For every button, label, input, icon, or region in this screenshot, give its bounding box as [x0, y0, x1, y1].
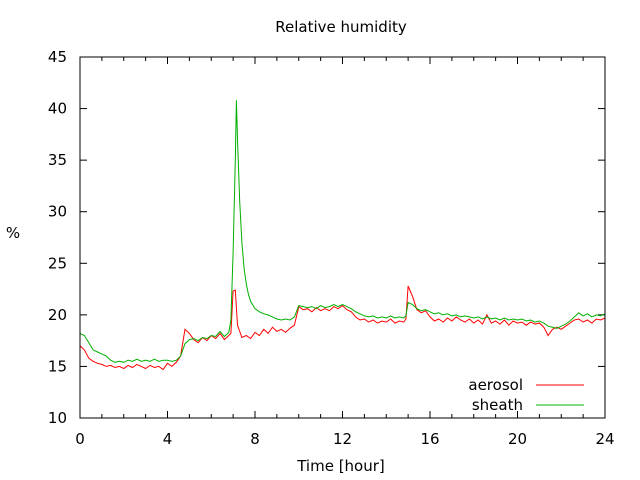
- y-tick-label: 15: [48, 357, 67, 375]
- x-tick-label: 20: [508, 430, 527, 448]
- y-tick-label: 35: [48, 151, 67, 169]
- series-lines: [79, 100, 606, 371]
- y-tick-label: 20: [48, 306, 67, 324]
- y-tick-label: 10: [48, 409, 67, 427]
- y-axis-label: %: [6, 224, 20, 242]
- y-tick-label: 45: [48, 48, 67, 66]
- y-tick-label: 30: [48, 203, 67, 221]
- x-tick-label: 0: [75, 430, 85, 448]
- series-line-sheath: [79, 100, 606, 363]
- chart-title: Relative humidity: [275, 18, 407, 36]
- x-tick-label: 4: [163, 430, 173, 448]
- legend: aerosol sheath: [468, 376, 584, 414]
- series-line-aerosol: [79, 285, 606, 371]
- plot-frame: [79, 56, 606, 419]
- legend-label-sheath: sheath: [472, 396, 523, 414]
- x-tick-label: 12: [333, 430, 352, 448]
- x-axis-label: Time [hour]: [296, 457, 385, 475]
- y-tick-label: 40: [48, 100, 67, 118]
- x-tick-label: 8: [250, 430, 260, 448]
- legend-label-aerosol: aerosol: [468, 376, 523, 394]
- y-tick-label: 25: [48, 254, 67, 272]
- x-tick-label: 16: [420, 430, 439, 448]
- axis-ticks: 0 4 8 12 16 20 24 10 15 20 25 30 35 40 45: [48, 48, 615, 448]
- x-tick-label: 24: [595, 430, 614, 448]
